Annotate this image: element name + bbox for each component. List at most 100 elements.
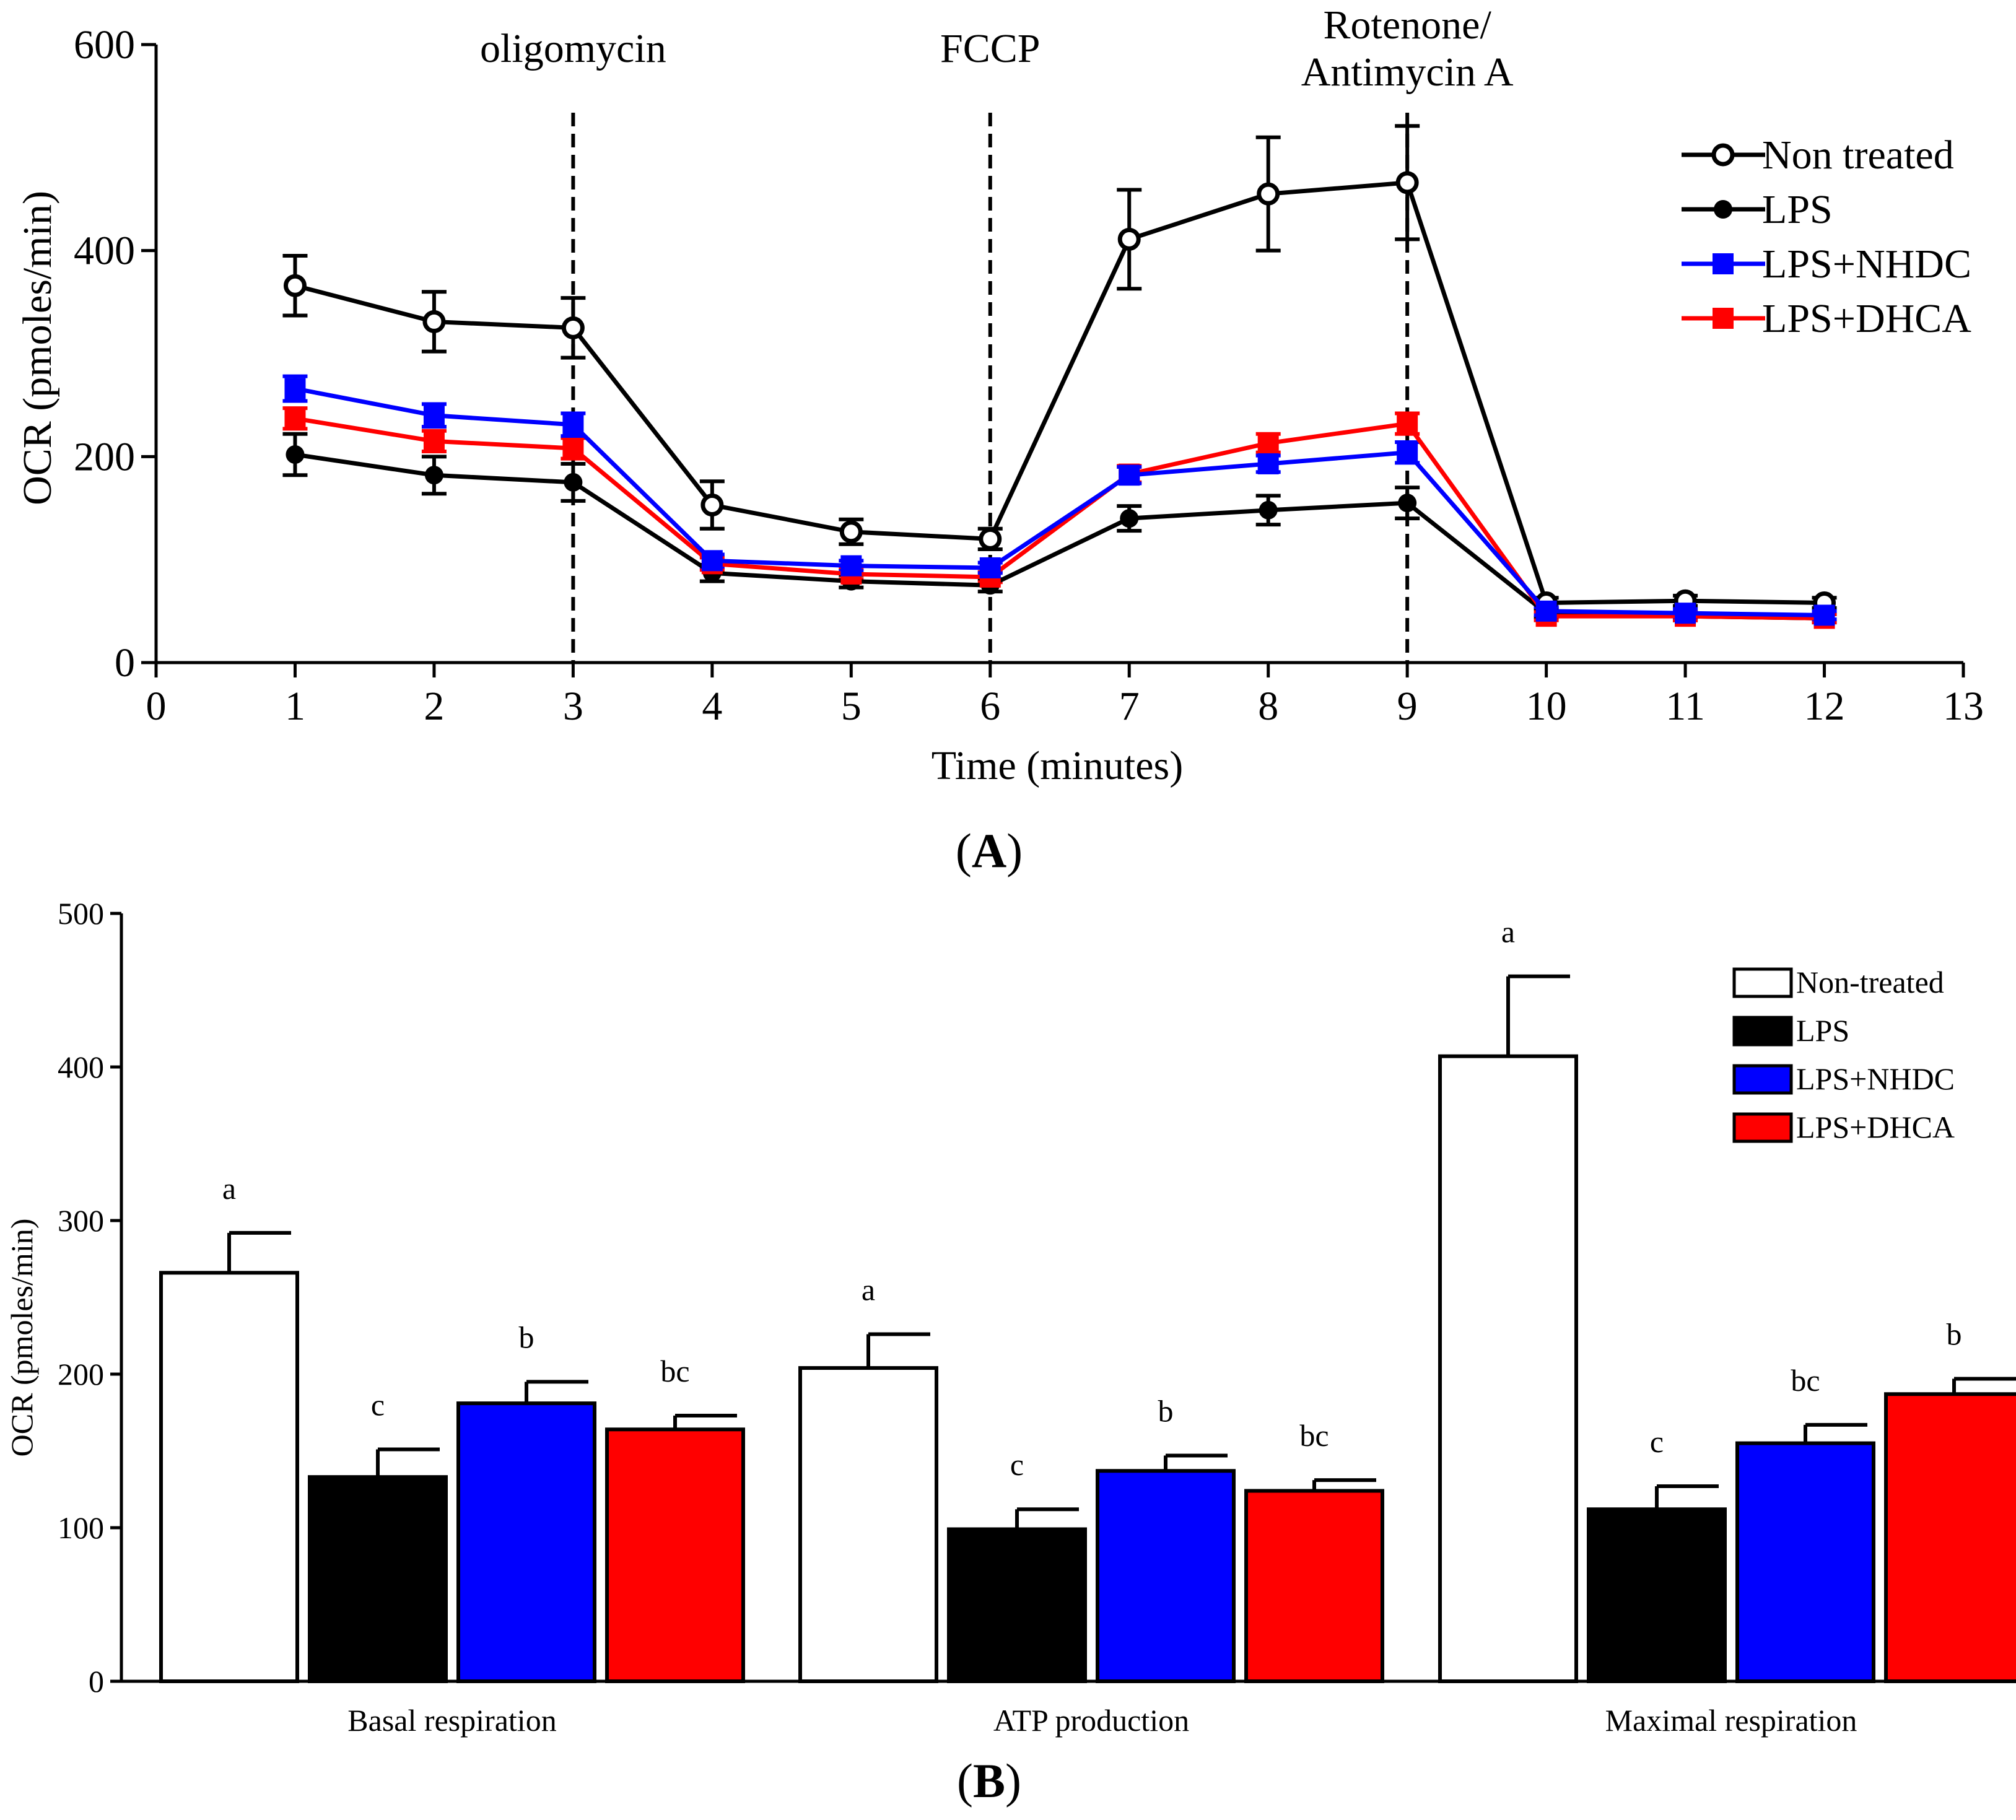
panel-a-legend: Non treated LPS LPS+NHDC LPS+DHCA — [1682, 133, 1971, 341]
panel-a-y-tick-label: 0 — [115, 640, 135, 686]
data-point — [1675, 603, 1696, 624]
data-point — [1535, 600, 1557, 622]
data-point — [1398, 494, 1417, 513]
panel-b-legend: Non-treated LPS LPS+NHDC LPS+DHCA — [1732, 965, 1955, 1144]
panel-a-label: (A) — [956, 824, 1023, 877]
legend-label: LPS+NHDC — [1796, 1061, 1955, 1096]
bar — [605, 1427, 745, 1684]
significance-letter: a — [1501, 915, 1515, 949]
panel-a-y-tick-label: 200 — [74, 434, 135, 479]
data-point — [979, 527, 1002, 551]
legend-label: LPS+NHDC — [1762, 242, 1971, 287]
legend-label: LPS — [1796, 1013, 1849, 1048]
data-point — [562, 414, 584, 435]
panel-a-x-tick-label: 1 — [285, 684, 305, 729]
legend-swatch — [1732, 1112, 1793, 1143]
bar — [159, 1271, 299, 1684]
series-line — [294, 416, 1825, 620]
data-point — [423, 430, 445, 452]
significance-letter: a — [222, 1171, 236, 1206]
category-label: ATP production — [993, 1703, 1189, 1738]
panel-a-axes — [154, 45, 1963, 664]
legend-swatch — [1732, 1016, 1793, 1047]
significance-letter: c — [1010, 1447, 1024, 1482]
data-point — [1119, 464, 1140, 486]
panel-b-y-tick-label: 400 — [58, 1050, 104, 1084]
significance-letter: c — [371, 1388, 385, 1422]
data-point — [423, 404, 445, 426]
data-point — [562, 438, 584, 459]
data-point — [700, 494, 724, 517]
data-point — [284, 378, 306, 399]
data-point — [1395, 171, 1419, 194]
series-line — [294, 452, 1825, 620]
data-point — [1397, 442, 1418, 463]
legend-swatch — [1732, 967, 1793, 998]
bar — [308, 1475, 448, 1683]
panel-a-y-tick-label: 400 — [74, 229, 135, 274]
panel-b-y-tick-label: 100 — [58, 1510, 104, 1545]
injection-label: Rotenone/ — [1324, 2, 1492, 48]
data-point — [979, 557, 1001, 578]
data-point — [839, 520, 863, 544]
legend-marker — [1711, 143, 1735, 167]
legend-marker — [1713, 308, 1734, 329]
legend-label: LPS+DHCA — [1762, 296, 1971, 341]
bar — [1587, 1507, 1727, 1683]
bar — [947, 1527, 1087, 1683]
panel-b-y-tick-label: 200 — [58, 1357, 104, 1391]
series-line — [294, 180, 1825, 606]
panel-a-x-ticks: 0 1 2 3 4 5 6 7 8 9 10 11 12 13 — [146, 663, 1984, 729]
significance-letter: bc — [1791, 1363, 1820, 1398]
data-point — [701, 550, 723, 572]
legend-marker — [1713, 253, 1734, 274]
panel-a-series — [282, 124, 1837, 629]
category-label: Maximal respiration — [1605, 1703, 1857, 1738]
panel-b-y-tick-label: 300 — [58, 1203, 104, 1238]
panel-a-y-tick-label: 600 — [74, 22, 135, 67]
panel-a-x-tick-label: 6 — [980, 684, 1000, 729]
legend-label: Non-treated — [1796, 965, 1944, 999]
series-line — [294, 386, 1825, 617]
panel-b-y-tick-label: 0 — [89, 1664, 104, 1699]
data-point — [424, 466, 443, 485]
data-point — [1257, 432, 1279, 454]
data-point — [561, 316, 585, 339]
panel-a-x-tick-label: 2 — [424, 684, 444, 729]
data-point — [1813, 604, 1835, 626]
legend-label: LPS — [1762, 187, 1833, 232]
panel-a-y-axis-label: OCR (pmoles/min) — [15, 191, 60, 505]
bar — [1096, 1469, 1236, 1683]
significance-letter: b — [1158, 1393, 1174, 1428]
panel-a-x-tick-label: 7 — [1119, 684, 1140, 729]
injection-label: Antimycin A — [1301, 50, 1514, 95]
bar — [1735, 1441, 1875, 1684]
panel-b-label: (B) — [957, 1754, 1021, 1808]
legend-swatch — [1732, 1064, 1793, 1095]
bar — [1884, 1392, 2016, 1683]
panel-a-x-tick-label: 12 — [1804, 684, 1845, 729]
data-point — [422, 310, 446, 333]
panel-b-category-labels: Basal respiration ATP production Maximal r… — [347, 1703, 1857, 1738]
panel-b-y-axis-label: OCR (pmoles/min) — [4, 1219, 39, 1457]
data-point — [840, 555, 862, 577]
data-point — [1397, 413, 1418, 435]
legend-label: Non treated — [1762, 133, 1954, 178]
panel-a-x-tick-label: 5 — [841, 684, 862, 729]
panel-a-x-axis-label: Time (minutes) — [932, 743, 1183, 788]
panel-b-bars: a c b bc a c b bc a c bc b — [159, 915, 2016, 1684]
panel-a-x-tick-label: 3 — [563, 684, 583, 729]
data-point — [1120, 509, 1139, 528]
panel-b-bar-chart: 0 100 200 300 400 500 a c b bc a c b bc a c bc b Basal r… — [4, 896, 2016, 1808]
legend-marker — [1714, 200, 1732, 219]
panel-a-x-tick-label: 4 — [702, 684, 722, 729]
panel-a-injection-markers: oligomycin FCCP Rotenone/Antimycin A — [480, 2, 1514, 663]
panel-a-x-tick-label: 9 — [1397, 684, 1418, 729]
panel-a-x-tick-label: 11 — [1665, 684, 1705, 729]
bar — [1438, 1054, 1578, 1683]
significance-letter: bc — [1299, 1418, 1329, 1453]
significance-letter: c — [1650, 1424, 1664, 1459]
legend-label: LPS+DHCA — [1796, 1110, 1955, 1144]
